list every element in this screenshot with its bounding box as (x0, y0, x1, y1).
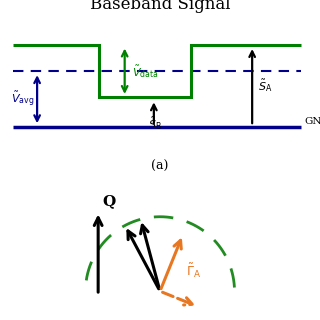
Text: $\tilde{\Gamma}_{\mathrm{A}}$: $\tilde{\Gamma}_{\mathrm{A}}$ (186, 261, 201, 280)
Text: Q: Q (102, 195, 115, 209)
Text: $\tilde{S}_{\mathrm{A}}$: $\tilde{S}_{\mathrm{A}}$ (258, 77, 273, 94)
Text: Baseband Signal: Baseband Signal (90, 0, 230, 12)
Text: $\tilde{V}_{\mathrm{data}}$: $\tilde{V}_{\mathrm{data}}$ (132, 63, 159, 80)
Text: GND: GND (304, 116, 320, 125)
Text: $\tilde{S}_{\mathrm{B}}$: $\tilde{S}_{\mathrm{B}}$ (148, 115, 162, 132)
Text: $\tilde{V}_{\mathrm{avg}}$: $\tilde{V}_{\mathrm{avg}}$ (11, 89, 34, 109)
Text: (a): (a) (151, 160, 169, 173)
